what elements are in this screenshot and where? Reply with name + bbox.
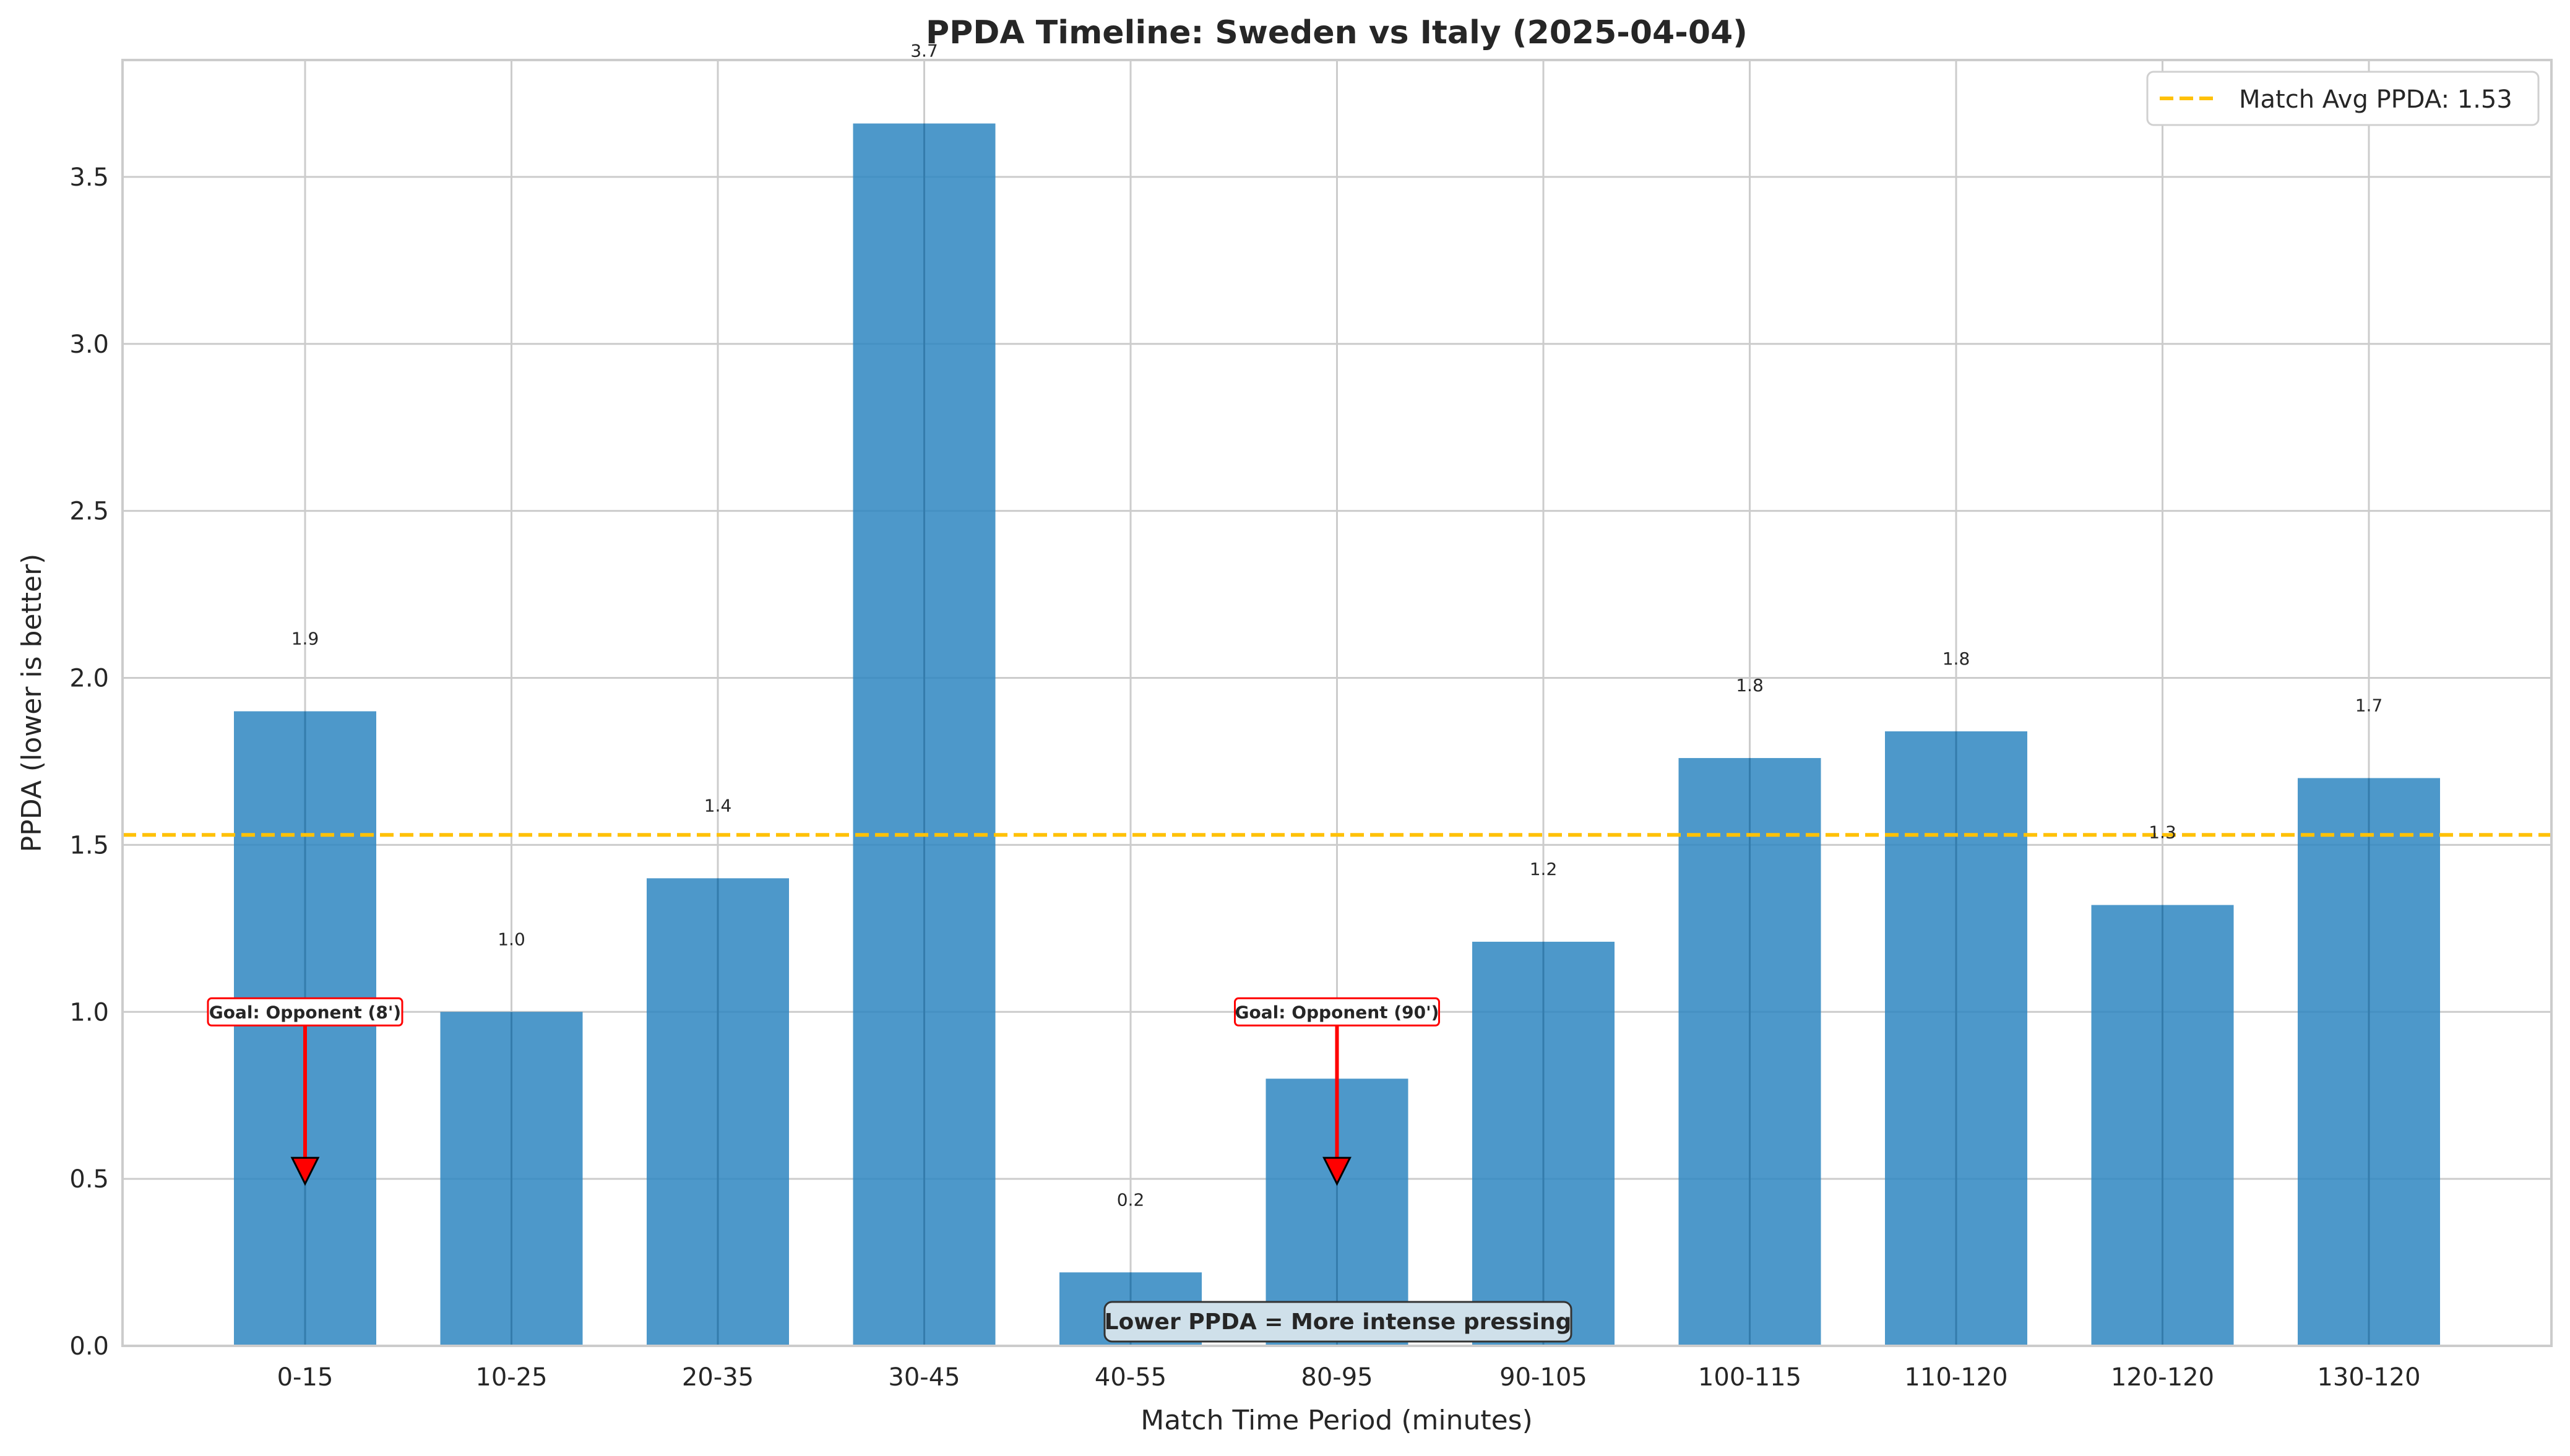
footnote-background	[1103, 1301, 1572, 1343]
y-axis-label: PPDA (lower is better)	[16, 554, 48, 853]
y-tick-label: 1.0	[69, 998, 109, 1027]
footnote-box: Lower PPDA = More intense pressing	[1103, 1301, 1572, 1343]
x-tick-label: 0-15	[277, 1363, 334, 1392]
value-label: 3.7	[910, 41, 938, 61]
x-axis-ticks: 0-15 10-25 20-35 30-45 40-55 80-95 90-105 100-1…	[277, 1363, 2421, 1392]
goal-annotation: Goal: Opponent (8')	[207, 997, 403, 1186]
x-axis-label: Match Time Period (minutes)	[1141, 1405, 1533, 1436]
y-tick-label: 0.0	[69, 1332, 109, 1361]
value-label: 1.9	[291, 629, 319, 649]
value-label: 1.0	[498, 929, 525, 949]
y-tick-label: 0.5	[69, 1165, 109, 1194]
value-label: 1.7	[2355, 695, 2383, 715]
y-tick-label: 2.0	[69, 665, 109, 693]
y-axis-ticks: 0.0 0.5 1.0 1.5 2.0 2.5 3.0 3.5	[69, 163, 109, 1361]
plot-frame	[121, 59, 2553, 1347]
bar	[853, 123, 996, 1346]
legend: Match Avg PPDA: 1.53	[2146, 71, 2540, 126]
annotations: Goal: Opponent (8') Goal: Opponent (90')	[207, 997, 1440, 1186]
y-tick-label: 3.0	[69, 330, 109, 359]
annotation-label-box	[207, 997, 403, 1027]
value-label: 0.2	[1117, 1189, 1145, 1210]
annotation-arrow-head	[290, 1157, 320, 1186]
legend-label: Match Avg PPDA: 1.53	[2239, 85, 2512, 114]
bar	[440, 1012, 583, 1346]
value-label: 1.8	[1736, 675, 1764, 696]
x-tick-label: 100-115	[1698, 1363, 1801, 1392]
x-tick-label: 30-45	[888, 1363, 960, 1392]
bar	[1472, 941, 1615, 1346]
annotation-label: Goal: Opponent (8')	[209, 1002, 401, 1022]
x-tick-label: 120-120	[2111, 1363, 2214, 1392]
x-tick-label: 110-120	[1904, 1363, 2007, 1392]
x-tick-label: 40-55	[1095, 1363, 1166, 1392]
bar	[647, 878, 789, 1346]
y-tick-label: 2.5	[69, 498, 109, 526]
value-label: 1.3	[2149, 822, 2176, 843]
annotation-label-box	[1234, 997, 1440, 1027]
chart-title: PPDA Timeline: Sweden vs Italy (2025-04-…	[926, 14, 1748, 51]
x-tick-label: 20-35	[682, 1363, 754, 1392]
legend-box	[2146, 71, 2540, 126]
x-tick-label: 80-95	[1301, 1363, 1373, 1392]
value-label: 1.2	[1530, 859, 1558, 879]
x-tick-label: 10-25	[475, 1363, 547, 1392]
y-tick-label: 3.5	[69, 163, 109, 192]
footnote-text: Lower PPDA = More intense pressing	[1105, 1309, 1572, 1335]
x-tick-label: 130-120	[2317, 1363, 2420, 1392]
bar	[1678, 758, 1821, 1346]
value-label: 1.4	[704, 795, 732, 816]
value-label: 1.8	[1943, 648, 1970, 669]
x-tick-label: 90-105	[1499, 1363, 1587, 1392]
bar	[2091, 905, 2234, 1346]
annotation-arrow-head	[1322, 1157, 1352, 1186]
y-tick-label: 1.5	[69, 831, 109, 859]
annotation-label: Goal: Opponent (90')	[1235, 1002, 1439, 1022]
goal-annotation: Goal: Opponent (90')	[1234, 997, 1440, 1186]
bar	[2298, 778, 2440, 1346]
